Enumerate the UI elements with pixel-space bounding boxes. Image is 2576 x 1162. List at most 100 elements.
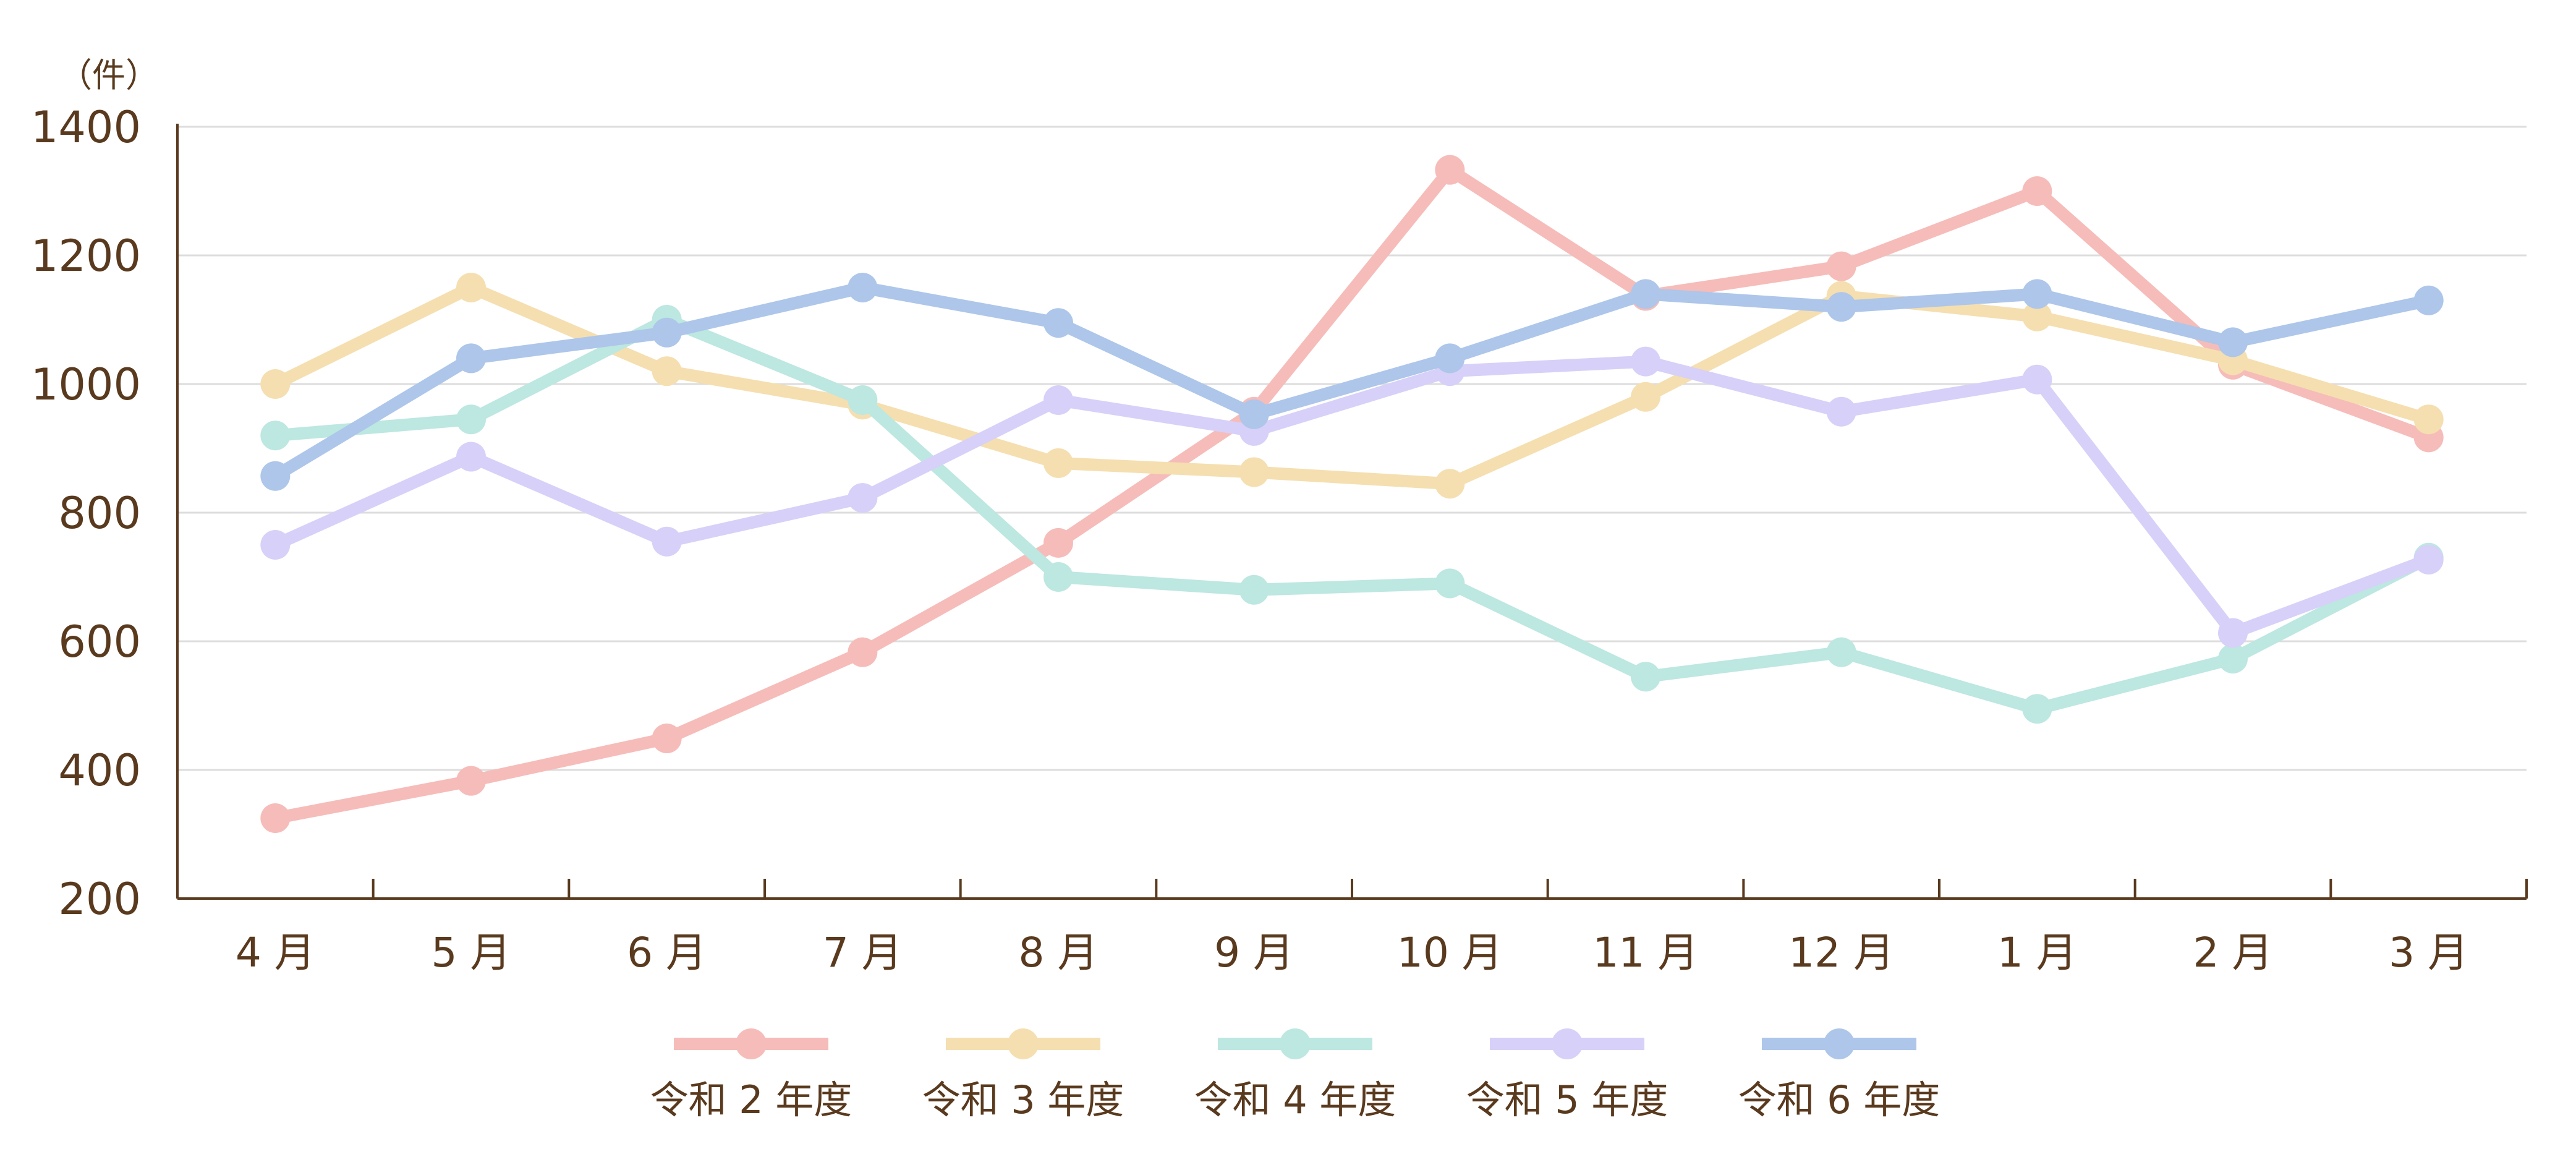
data-point bbox=[1435, 568, 1465, 599]
data-point bbox=[260, 530, 291, 560]
data-point bbox=[456, 343, 486, 374]
series-4 bbox=[260, 346, 2444, 648]
legend-label: 令和 5 年度 bbox=[1466, 1077, 1668, 1122]
legend-swatch-marker bbox=[1280, 1028, 1311, 1059]
legend-item: 令和 4 年度 bbox=[1194, 1028, 1396, 1122]
data-point bbox=[652, 526, 682, 557]
y-tick-label: 800 bbox=[58, 488, 141, 539]
data-point bbox=[2218, 327, 2248, 357]
data-point bbox=[456, 404, 486, 435]
axes bbox=[176, 124, 2528, 900]
series-line bbox=[269, 281, 2435, 482]
x-tick-label: 9 月 bbox=[1214, 929, 1294, 976]
y-tick-label: 1400 bbox=[31, 102, 141, 153]
data-point bbox=[1826, 396, 1856, 427]
data-point bbox=[260, 369, 291, 399]
legend-item: 令和 6 年度 bbox=[1738, 1028, 1941, 1122]
data-point bbox=[848, 385, 878, 415]
y-tick-labels: 200 400 600 800 1000 1200 1400 bbox=[31, 102, 141, 925]
data-point bbox=[1044, 308, 1073, 338]
x-tick-label: 2 月 bbox=[2193, 929, 2273, 976]
legend-swatch-marker bbox=[1824, 1028, 1855, 1059]
data-point bbox=[848, 273, 878, 302]
data-point bbox=[456, 442, 486, 472]
series-1 bbox=[260, 155, 2444, 833]
legend-swatch-marker bbox=[1008, 1028, 1039, 1059]
x-tick-label: 8 月 bbox=[1019, 929, 1099, 976]
x-tick-label: 1 月 bbox=[1997, 929, 2077, 976]
data-point bbox=[1044, 562, 1073, 592]
data-point bbox=[2022, 301, 2052, 331]
data-point bbox=[456, 273, 486, 302]
y-axis-unit-label: （件） bbox=[59, 56, 159, 95]
y-tick-label: 200 bbox=[58, 874, 141, 925]
data-point bbox=[1631, 382, 1660, 412]
legend-label: 令和 4 年度 bbox=[1194, 1077, 1396, 1122]
legend-swatch-marker bbox=[1552, 1028, 1583, 1059]
x-tick-labels: 4 月 5 月 6 月 7 月 8 月 9 月 10 月 11 月 12 月 1 月 2 月 3 月 bbox=[236, 929, 2468, 976]
data-point bbox=[1239, 457, 1269, 487]
data-point bbox=[848, 483, 878, 513]
legend-label: 令和 6 年度 bbox=[1738, 1077, 1941, 1122]
series-line bbox=[269, 163, 2435, 824]
data-point bbox=[1631, 279, 1660, 309]
data-point bbox=[1044, 385, 1073, 415]
series-5 bbox=[260, 273, 2444, 491]
data-point bbox=[2413, 285, 2444, 315]
x-tick-label: 11 月 bbox=[1593, 929, 1699, 976]
y-tick-label: 1000 bbox=[31, 359, 141, 410]
data-point bbox=[1435, 155, 1465, 185]
x-tick-label: 10 月 bbox=[1397, 929, 1503, 976]
legend: 令和 2 年度 令和 3 年度 令和 4 年度 令和 5 年度 令和 6 年度 bbox=[650, 1028, 1941, 1122]
data-point bbox=[2413, 404, 2444, 435]
legend-item: 令和 2 年度 bbox=[650, 1028, 852, 1122]
legend-label: 令和 3 年度 bbox=[922, 1077, 1124, 1122]
data-point bbox=[1631, 662, 1660, 692]
gridlines bbox=[177, 126, 2527, 771]
x-tick-label: 4 月 bbox=[236, 929, 315, 976]
data-point bbox=[652, 356, 682, 387]
series-line bbox=[269, 355, 2435, 639]
data-point bbox=[2218, 618, 2248, 648]
x-tick-label: 7 月 bbox=[823, 929, 903, 976]
series-3 bbox=[260, 305, 2444, 724]
data-point bbox=[2022, 176, 2052, 206]
data-point bbox=[1826, 292, 1856, 322]
y-tick-label: 400 bbox=[58, 745, 141, 796]
data-point bbox=[1239, 575, 1269, 605]
data-point bbox=[1044, 448, 1073, 478]
data-point bbox=[848, 637, 878, 667]
series-lines bbox=[260, 155, 2444, 833]
data-point bbox=[2022, 694, 2052, 724]
data-point bbox=[2022, 364, 2052, 395]
data-point bbox=[652, 317, 682, 348]
legend-item: 令和 3 年度 bbox=[922, 1028, 1124, 1122]
legend-label: 令和 2 年度 bbox=[650, 1077, 852, 1122]
data-point bbox=[456, 766, 486, 796]
data-point bbox=[1826, 251, 1856, 281]
x-tick-label: 6 月 bbox=[627, 929, 707, 976]
data-point bbox=[2218, 644, 2248, 674]
data-point bbox=[2022, 279, 2052, 309]
x-tick-label: 3 月 bbox=[2389, 929, 2468, 976]
x-tick-label: 12 月 bbox=[1788, 929, 1894, 976]
data-point bbox=[1044, 528, 1073, 558]
data-point bbox=[2413, 544, 2444, 575]
y-tick-label: 1200 bbox=[31, 231, 141, 281]
data-point bbox=[1826, 637, 1856, 667]
x-tick-label: 5 月 bbox=[431, 929, 511, 976]
legend-item: 令和 5 年度 bbox=[1466, 1028, 1668, 1122]
data-point bbox=[260, 461, 291, 491]
data-point bbox=[1239, 399, 1269, 429]
data-point bbox=[260, 803, 291, 833]
data-point bbox=[652, 724, 682, 754]
data-point bbox=[260, 421, 291, 451]
series-line bbox=[269, 281, 2435, 490]
data-point bbox=[1435, 343, 1465, 374]
y-tick-label: 600 bbox=[58, 617, 141, 667]
data-point bbox=[1631, 346, 1660, 377]
data-point bbox=[1435, 469, 1465, 499]
legend-swatch-marker bbox=[736, 1028, 767, 1059]
